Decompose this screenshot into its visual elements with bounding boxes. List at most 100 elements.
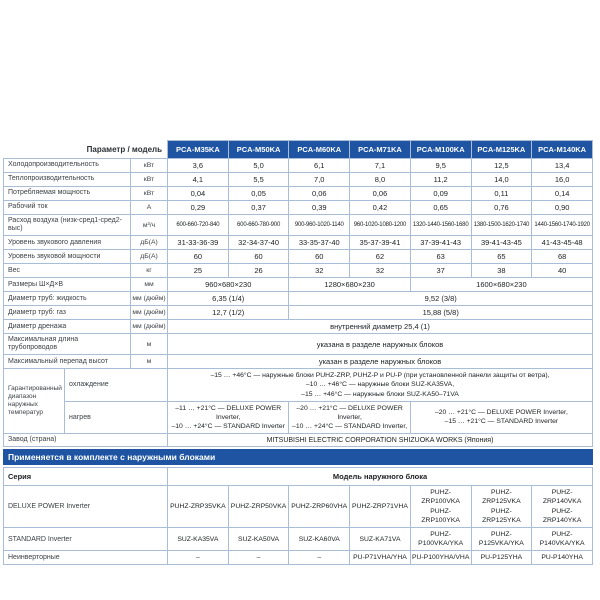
spec-value: 1380-1500-1620-1740	[470, 213, 533, 237]
heating-label: нагрев	[63, 400, 169, 435]
spec-row-unit: кВт	[129, 172, 169, 187]
model-header: PCA-M50KA	[227, 140, 290, 159]
spec-value: 16,0	[531, 172, 593, 187]
spec-value: 63	[409, 249, 472, 265]
outdoor-model: PUHZ-ZRP71VHA	[352, 503, 408, 511]
spec-value: 40	[531, 263, 593, 279]
spec-value: 7,1	[349, 158, 411, 173]
model-header: PCA-M35KA	[167, 140, 229, 159]
outdoor-model: SUZ-KA60VA	[298, 535, 340, 543]
outdoor-model: –	[256, 554, 261, 562]
outdoor-model: PUHZ-ZRP35VKA	[170, 503, 226, 511]
cooling-range-line: –15 … +46°C — наружные блоки PUHZ-ZRP, P…	[210, 372, 550, 380]
spec-value: 60	[288, 249, 351, 265]
outdoor-model: PU-P125YHA	[480, 554, 523, 562]
spec-value: 0,11	[470, 186, 533, 201]
spec-value: 1320-1440-1560-1680	[409, 213, 472, 237]
spec-sheet: Параметр / модель PCA-M35KA PCA-M50KA PC…	[2, 140, 594, 566]
outdoor-model: PUHZ-P140VKA/YKA	[539, 530, 585, 548]
heating-range-line: –10 … +24°C — STANDARD Inverter	[171, 423, 285, 431]
spec-value: 7,0	[288, 172, 351, 187]
spec-row-label: Уровень звуковой мощности	[3, 249, 131, 265]
model-header: PCA-M100KA	[409, 140, 472, 159]
spec-row: Диаметр дренажа мм (дюйм) внутренний диаме…	[3, 319, 593, 335]
spec-row-unit: А	[129, 200, 169, 215]
cooling-range: –15 … +46°C — наружные блоки PUHZ-ZRP, P…	[167, 368, 593, 402]
cooling-row: Гарантированный диапазон наружных темпер…	[3, 368, 593, 435]
outdoor-series-label: STANDARD Inverter	[3, 526, 168, 552]
spec-row-unit: м	[129, 333, 169, 356]
outdoor-model: PU-P100YHA/VHA	[411, 554, 470, 562]
outdoor-model-cell: PUHZ-ZRP35VKA	[167, 485, 229, 528]
outdoor-model-cell: –	[167, 550, 229, 566]
spec-value: 0,37	[227, 200, 290, 215]
spec-value: 31-33-36-39	[167, 235, 229, 251]
outdoor-model-cell: PU-P71VHA/YHA	[349, 550, 411, 566]
cooling-range-line: –15 … +46°C — наружные блоки SUZ-KA50–71…	[301, 390, 459, 398]
outdoor-model-cell: PUHZ-ZRP125VKA PUHZ-ZRP125YKA	[470, 485, 533, 528]
outdoor-model-cell: PU-P140YHA	[531, 550, 593, 566]
spec-value: 0,05	[227, 186, 290, 201]
spec-value: 12,7 (1/2)	[167, 305, 290, 321]
spec-row: Уровень звуковой мощности дБ(А) 60 60 60 62 63…	[3, 249, 593, 265]
spec-value: 0,90	[531, 200, 593, 215]
outdoor-series-label: Неинверторные	[3, 550, 168, 566]
spec-row: Максимальный перепад высот м указан в разд…	[3, 354, 593, 370]
spec-row-unit: м	[129, 354, 169, 370]
spec-value: 33-35-37-40	[288, 235, 351, 251]
spec-value: 5,0	[227, 158, 290, 173]
spec-value: 600-660-780-900	[227, 213, 290, 237]
spec-value: 65	[470, 249, 533, 265]
outdoor-model: PUHZ-P125VKA/YKA	[478, 530, 524, 548]
spec-value: 3,6	[167, 158, 229, 173]
spec-row-label: Расход воздуха (низк-сред1-сред2-выс)	[3, 213, 131, 237]
spec-value: 38	[470, 263, 533, 279]
spec-row: Холодопроизводительность кВт 3,6 5,0 6,1 7,1 9…	[3, 158, 593, 173]
outdoor-model-cell: –	[288, 550, 351, 566]
spec-row: Диаметр труб: жидкость мм (дюйм) 6,35 (1/4…	[3, 291, 593, 307]
spec-value: 9,52 (3/8)	[288, 291, 593, 307]
spec-row-unit: дБ(А)	[129, 235, 169, 251]
spec-row: Вес кг 25 26 32 32 37 38 40	[3, 263, 593, 279]
outdoor-units-table: Серия Модель наружного блока DELUXE POWE…	[3, 467, 593, 566]
heating-range-line: –15 … +21°C — STANDARD Inverter	[444, 418, 559, 426]
spec-value: 11,2	[409, 172, 472, 187]
heating-range: –20 … +21°C — DELUXE POWER Inverter, –15…	[409, 400, 594, 435]
spec-value: 9,5	[409, 158, 472, 173]
spec-table: Параметр / модель PCA-M35KA PCA-M50KA PC…	[2, 140, 594, 448]
spec-value: 0,65	[409, 200, 472, 215]
outdoor-model-cell: PUHZ-ZRP100VKA PUHZ-ZRP100YKA	[409, 485, 472, 528]
temp-group-label: Гарантированный диапазон наружных темпер…	[3, 368, 65, 435]
spec-value: 13,4	[531, 158, 593, 173]
outdoor-model: PUHZ-ZRP125YKA	[482, 507, 521, 524]
outdoor-model-cell: PUHZ-ZRP71VHA	[349, 485, 411, 528]
spec-row-label: Вес	[3, 263, 131, 279]
outdoor-model-cell: PUHZ-ZRP60VHA	[288, 485, 351, 528]
heating-row: нагрев –11 … +21°C — DELUXE POWER Invert…	[4, 400, 594, 435]
spec-value: 37	[409, 263, 472, 279]
spec-value: 6,35 (1/4)	[167, 291, 290, 307]
spec-value: 1280×680×230	[288, 277, 411, 293]
spec-value: 0,29	[167, 200, 229, 215]
spec-value: 32-34-37-40	[227, 235, 290, 251]
spec-row: Уровень звукового давления дБ(А) 31-33-36-…	[3, 235, 593, 251]
model-header: PCA-M60KA	[288, 140, 351, 159]
outdoor-model: –	[195, 554, 200, 562]
spec-value: внутренний диаметр 25,4 (1)	[167, 319, 593, 335]
spec-row-unit: мм (дюйм)	[129, 305, 169, 321]
model-header: PCA-M140KA	[531, 140, 593, 159]
heating-range-line: –10 … +24°C — STANDARD Inverter,	[292, 423, 408, 431]
spec-value: 0,39	[288, 200, 351, 215]
spec-row: Диаметр труб: газ мм (дюйм) 12,7 (1/2) 15,8…	[3, 305, 593, 321]
spec-value: 8,0	[349, 172, 411, 187]
outdoor-model: PUHZ-ZRP100VKA	[421, 489, 460, 506]
spec-value: 60	[227, 249, 290, 265]
spec-row-unit: кг	[129, 263, 169, 279]
factory-value: MITSUBISHI ELECTRIC CORPORATION SHIZUOKA…	[167, 433, 593, 448]
spec-row-unit: кВт	[129, 186, 169, 201]
heating-range: –11 … +21°C — DELUXE POWER Inverter, –10…	[167, 400, 290, 435]
outdoor-model: PUHZ-ZRP140YKA	[542, 507, 582, 524]
outdoor-model-cell: PUHZ-P100VKA/YKA	[409, 526, 472, 552]
series-header: Серия	[3, 467, 168, 487]
